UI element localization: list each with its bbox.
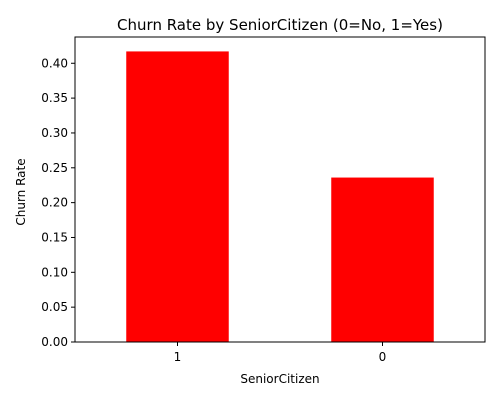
chart-title: Churn Rate by SeniorCitizen (0=No, 1=Yes…: [117, 16, 443, 34]
y-tick-label: 0.05: [41, 300, 68, 314]
y-tick-label: 0.30: [41, 126, 68, 140]
y-tick-label: 0.20: [41, 196, 68, 210]
y-axis-title: Churn Rate: [14, 158, 28, 225]
bars-layer: [126, 51, 434, 343]
y-axis-ticks: 0.00 0.05 0.10 0.15 0.20 0.25 0.30 0.35 0.40: [41, 56, 75, 349]
y-tick-label: 0.15: [41, 230, 68, 244]
bar-senior-0: [331, 177, 434, 342]
x-tick-label: 0: [379, 350, 387, 364]
plot-frame: [74, 36, 486, 343]
y-tick-label: 0.00: [41, 335, 68, 349]
x-axis-title: SeniorCitizen: [240, 372, 319, 386]
y-tick-label: 0.25: [41, 161, 68, 175]
y-tick-label: 0.40: [41, 56, 68, 70]
y-tick-label: 0.35: [41, 91, 68, 105]
x-tick-label: 1: [174, 350, 182, 364]
bar-senior-1: [126, 51, 229, 343]
y-tick-label: 0.10: [41, 265, 68, 279]
